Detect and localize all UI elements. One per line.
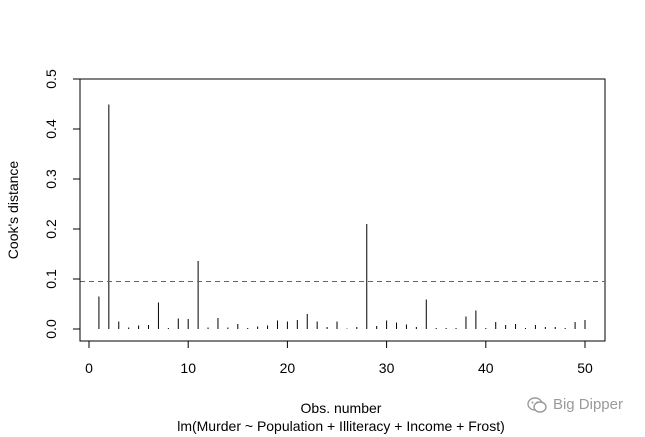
x-axis: 0 10 20 30 40 50: [85, 340, 593, 376]
watermark: Big Dipper: [527, 396, 623, 413]
wechat-icon: [527, 396, 547, 413]
y-tick-label: 0.5: [43, 69, 59, 89]
y-tick-label: 0.0: [43, 319, 59, 339]
y-tick-label: 0.4: [43, 119, 59, 139]
y-tick-label: 0.3: [43, 169, 59, 189]
y-axis-label: Cook's distance: [5, 161, 21, 260]
x-tick-label: 10: [180, 360, 196, 376]
x-tick-label: 0: [85, 360, 93, 376]
x-tick-label: 40: [478, 360, 494, 376]
spike-series: [98, 104, 586, 329]
plot-frame: [79, 78, 606, 342]
y-tick-label: 0.1: [43, 269, 59, 289]
x-tick-label: 50: [577, 360, 593, 376]
subtitle: lm(Murder ~ Population + Illiteracy + In…: [177, 418, 505, 434]
y-tick-label: 0.2: [43, 219, 59, 239]
x-tick-label: 30: [379, 360, 395, 376]
watermark-text: Big Dipper: [552, 396, 623, 413]
x-tick-label: 20: [280, 360, 296, 376]
x-axis-label: Obs. number: [301, 400, 382, 416]
y-axis: 0.0 0.1 0.2 0.3 0.4 0.5: [43, 69, 81, 339]
